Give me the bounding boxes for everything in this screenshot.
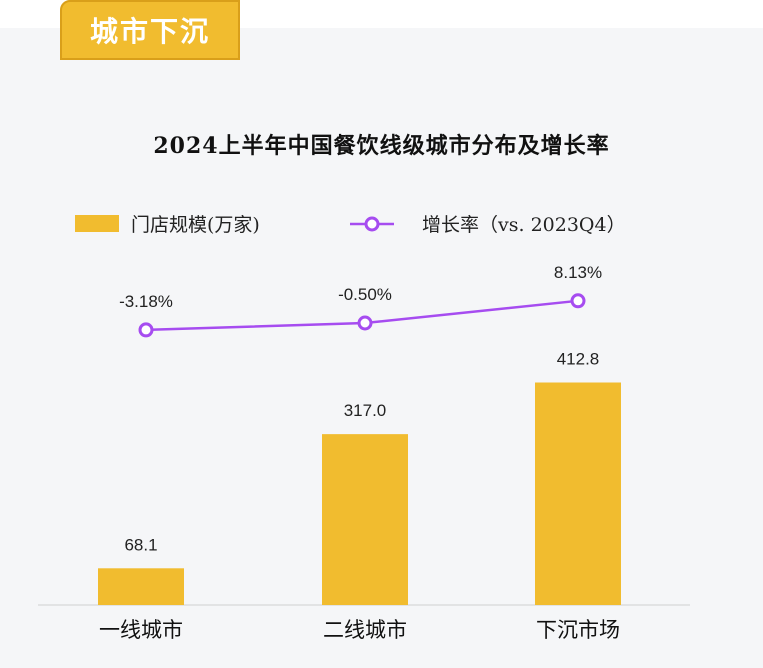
bar-labels-group: 68.1 317.0 412.8 [124,350,599,555]
legend-item-bar: 门店规模(万家) [75,210,260,237]
legend-line-label: 增长率（vs. 2023Q4） [422,214,626,236]
growth-rate-label-2: -0.50% [338,285,392,304]
x-tick-label-3: 下沉市场 [536,618,620,642]
bar-2 [322,434,408,605]
bars-group [98,382,621,605]
legend-bar-label: 门店规模(万家) [131,214,260,236]
legend-bar-swatch [75,215,119,232]
line-series-group [138,293,586,338]
section-badge: 城市下沉 [60,0,240,60]
growth-rate-label-1: -3.18% [119,292,173,311]
section-badge-label: 城市下沉 [89,15,210,48]
bar-value-label-1: 68.1 [124,535,157,554]
growth-rate-point-2 [357,315,373,331]
chart-legend: 门店规模(万家) 增长率（vs. 2023Q4） [0,208,763,242]
bar-value-label-3: 412.8 [557,350,600,369]
x-tick-labels-group: 一线城市 二线城市 下沉市场 [99,618,620,642]
bar-value-label-2: 317.0 [344,401,387,420]
line-labels-group: -3.18% -0.50% 8.13% [119,263,602,311]
bar-3 [535,382,621,605]
legend-line-swatch [350,216,394,231]
growth-rate-label-3: 8.13% [554,263,602,282]
legend-item-line: 增长率（vs. 2023Q4） [348,210,626,237]
x-tick-label-1: 一线城市 [99,618,183,642]
growth-rate-point-1 [138,322,154,338]
growth-rate-point-3 [570,293,586,309]
chart-title: 2024上半年中国餐饮线级城市分布及增长率 [153,133,610,159]
x-tick-label-2: 二线城市 [323,618,407,642]
bar-1 [98,568,184,605]
